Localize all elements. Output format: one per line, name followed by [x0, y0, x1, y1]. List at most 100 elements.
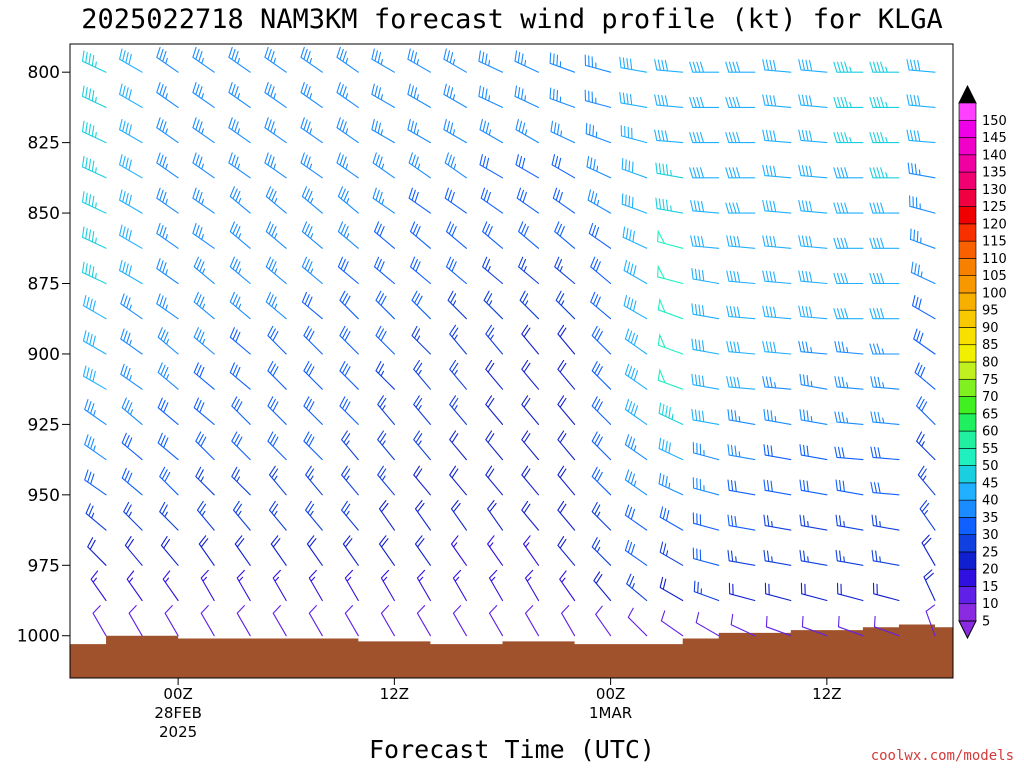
wind-barb [588, 222, 612, 249]
wind-barb [727, 444, 756, 461]
wind-barb [762, 235, 792, 249]
wind-barb [559, 570, 576, 602]
wind-barb [689, 61, 720, 73]
wind-barb [833, 308, 864, 320]
wind-barb [799, 444, 828, 461]
wind-barb [557, 465, 576, 496]
colorbar-label: 50 [982, 459, 999, 474]
wind-barb [726, 305, 756, 320]
wind-barb [555, 290, 576, 320]
wind-barb [762, 94, 792, 108]
wind-barb [372, 152, 395, 179]
wind-barb [914, 362, 936, 390]
wind-barb [561, 605, 576, 637]
wind-barb [228, 152, 251, 179]
wind-barb [308, 569, 323, 602]
wind-barb [725, 167, 756, 179]
wind-barb [591, 361, 612, 390]
wind-barb [479, 118, 504, 144]
wind-barb [872, 582, 900, 602]
wind-barb [519, 290, 540, 320]
colorbar-swatch [958, 327, 977, 346]
wind-barb [128, 605, 143, 637]
wind-barb [551, 154, 576, 179]
colorbar-label: 45 [982, 476, 999, 491]
wind-barb [557, 395, 576, 425]
wind-barb [657, 264, 684, 285]
wind-barb [907, 162, 936, 179]
wind-barb [689, 167, 720, 179]
wind-barb [192, 222, 215, 249]
wind-barb [762, 164, 792, 179]
wind-barb [763, 514, 792, 531]
wind-barb [377, 395, 395, 425]
colorbar-label: 15 [982, 580, 999, 595]
wind-barb [833, 272, 864, 285]
wind-barb [411, 325, 431, 355]
wind-barb [623, 295, 648, 320]
wind-barb [591, 537, 612, 566]
wind-barb [691, 373, 720, 390]
wind-barb [557, 536, 576, 566]
wind-barb [229, 327, 251, 355]
x-tick-label: 12Z [380, 685, 409, 703]
wind-barb [557, 500, 576, 531]
wind-barb [157, 432, 179, 461]
wind-barb [264, 46, 287, 73]
wind-barb [485, 465, 504, 496]
wind-barb [121, 467, 143, 496]
colorbar-label: 30 [982, 528, 999, 543]
x-axis-label: Forecast Time (UTC) [369, 735, 655, 764]
x-tick-date: 1MAR [589, 704, 632, 722]
wind-barb [925, 604, 936, 637]
wind-barb [336, 117, 359, 144]
wind-barb [157, 362, 179, 390]
wind-barb [488, 605, 504, 637]
colorbar-swatch [958, 465, 977, 484]
wind-barb [593, 571, 612, 602]
wind-barb [798, 340, 828, 355]
wind-barb [452, 569, 467, 602]
colorbar-swatch [958, 240, 977, 259]
wind-barb [377, 465, 395, 496]
wind-barb [119, 189, 143, 214]
wind-barb [919, 500, 936, 531]
wind-barb [487, 535, 504, 566]
wind-barb [624, 469, 648, 496]
wind-barb [590, 256, 612, 285]
wind-barb [871, 549, 900, 566]
wind-barb [81, 261, 107, 285]
wind-barb [836, 582, 864, 602]
wind-barb [833, 61, 864, 73]
wind-barb [690, 200, 720, 214]
wind-barb [725, 61, 756, 73]
colorbar-label: 5 [982, 615, 990, 630]
wind-barb [691, 408, 720, 425]
wind-barb [449, 395, 467, 425]
wind-barb [906, 129, 936, 144]
wind-barb [156, 222, 179, 249]
colorbar-swatch [958, 223, 977, 242]
wind-barb [727, 549, 756, 566]
wind-barb [765, 615, 792, 637]
y-tick-label: 900 [28, 345, 60, 365]
colorbar-label: 65 [982, 407, 999, 422]
wind-barb [521, 500, 540, 531]
wind-barb [444, 187, 467, 214]
wind-barb [524, 605, 540, 637]
wind-barb [873, 615, 900, 637]
colorbar-bottom-arrow [958, 620, 977, 640]
wind-barb [164, 605, 179, 637]
wind-barb [236, 569, 251, 602]
colorbar-swatch [958, 119, 977, 138]
wind-barb [126, 570, 143, 602]
wind-barb [692, 441, 720, 461]
wind-barb [336, 152, 359, 179]
wind-barb [341, 465, 359, 496]
wind-barb [798, 129, 828, 144]
wind-barb [156, 117, 179, 144]
wind-barb [196, 500, 215, 531]
wind-barb [372, 187, 395, 214]
wind-barb [339, 396, 359, 425]
